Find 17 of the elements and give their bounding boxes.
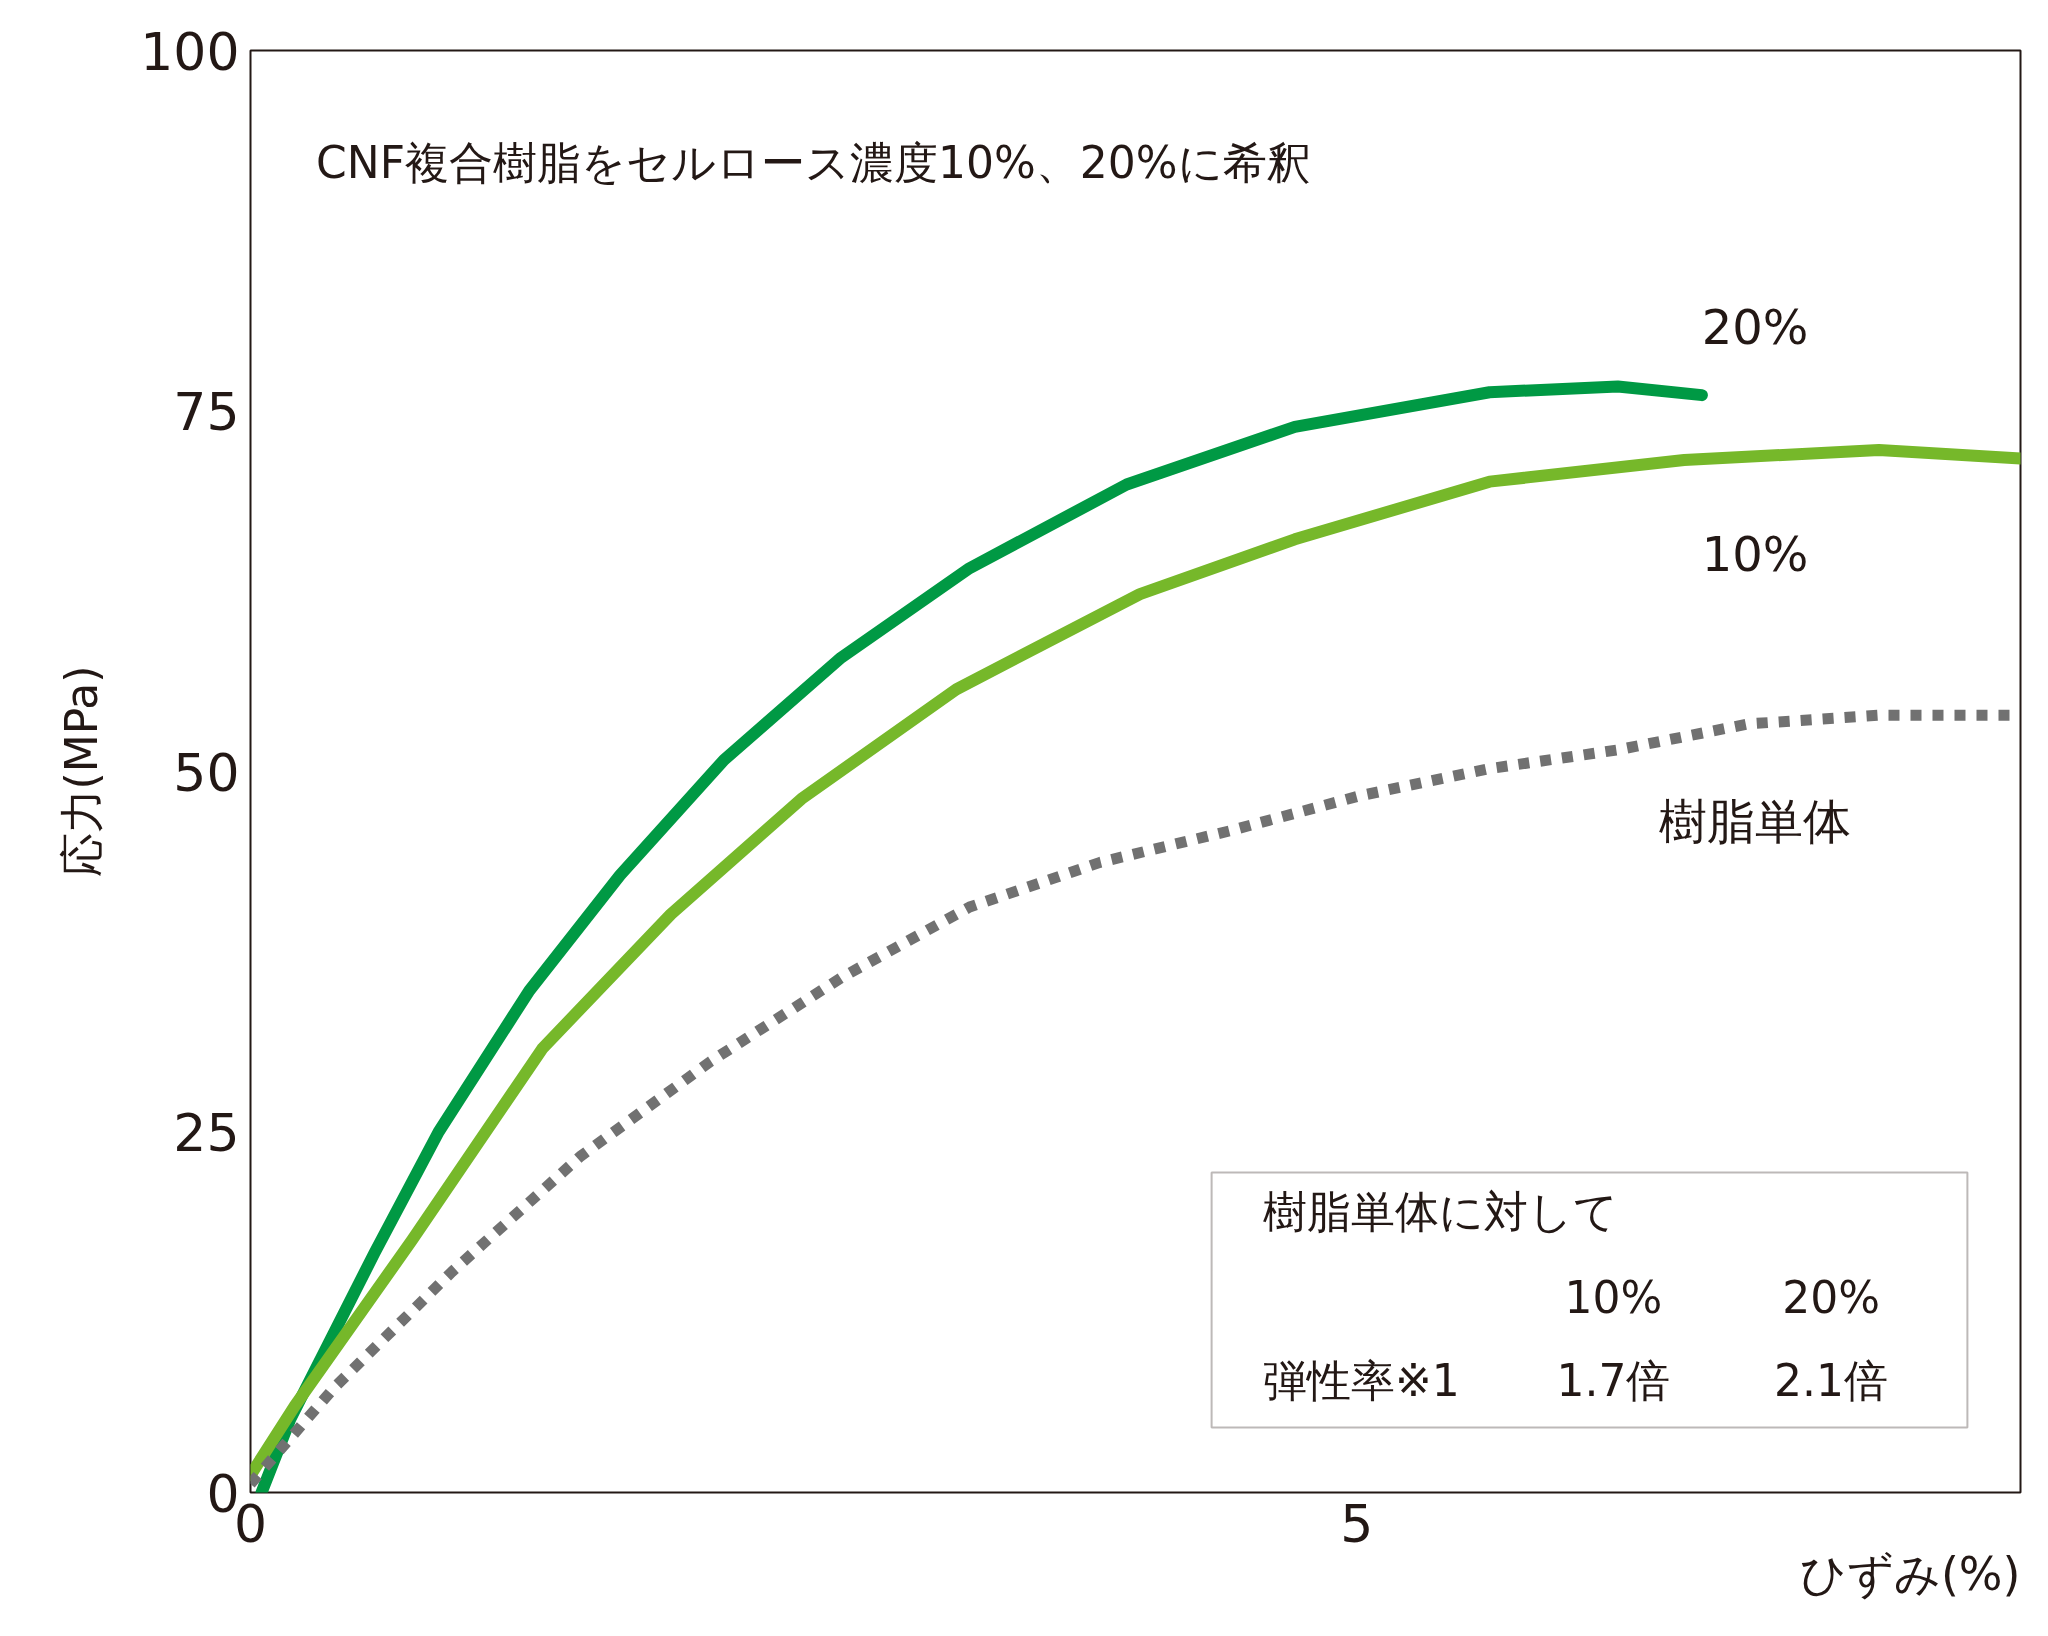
series-label: 20%	[1701, 299, 1809, 356]
annotation: 1.7倍	[1556, 1354, 1671, 1406]
annotation: 10%	[1564, 1272, 1663, 1324]
annotation: 樹脂単体に対して	[1262, 1185, 1618, 1237]
annotation: 弾性率※1	[1262, 1354, 1460, 1406]
y-tick-label: 100	[140, 21, 240, 82]
y-tick-label: 50	[173, 742, 240, 803]
y-tick-label: 75	[173, 382, 240, 442]
x-tick-label: 5	[1340, 1493, 1374, 1554]
y-axis-title: 応力(MPa)	[56, 665, 108, 878]
y-tick-label: 25	[173, 1103, 240, 1163]
x-axis-title: ひずみ(%)	[1799, 1546, 2021, 1601]
text: CNF複合樹脂をセルロース濃度10%、20%に希釈	[315, 137, 1311, 189]
series-label: 樹脂単体	[1659, 793, 1851, 850]
series-label: 10%	[1701, 526, 1809, 583]
annotation: 20%	[1782, 1272, 1881, 1324]
annotation: 2.1倍	[1774, 1354, 1889, 1406]
